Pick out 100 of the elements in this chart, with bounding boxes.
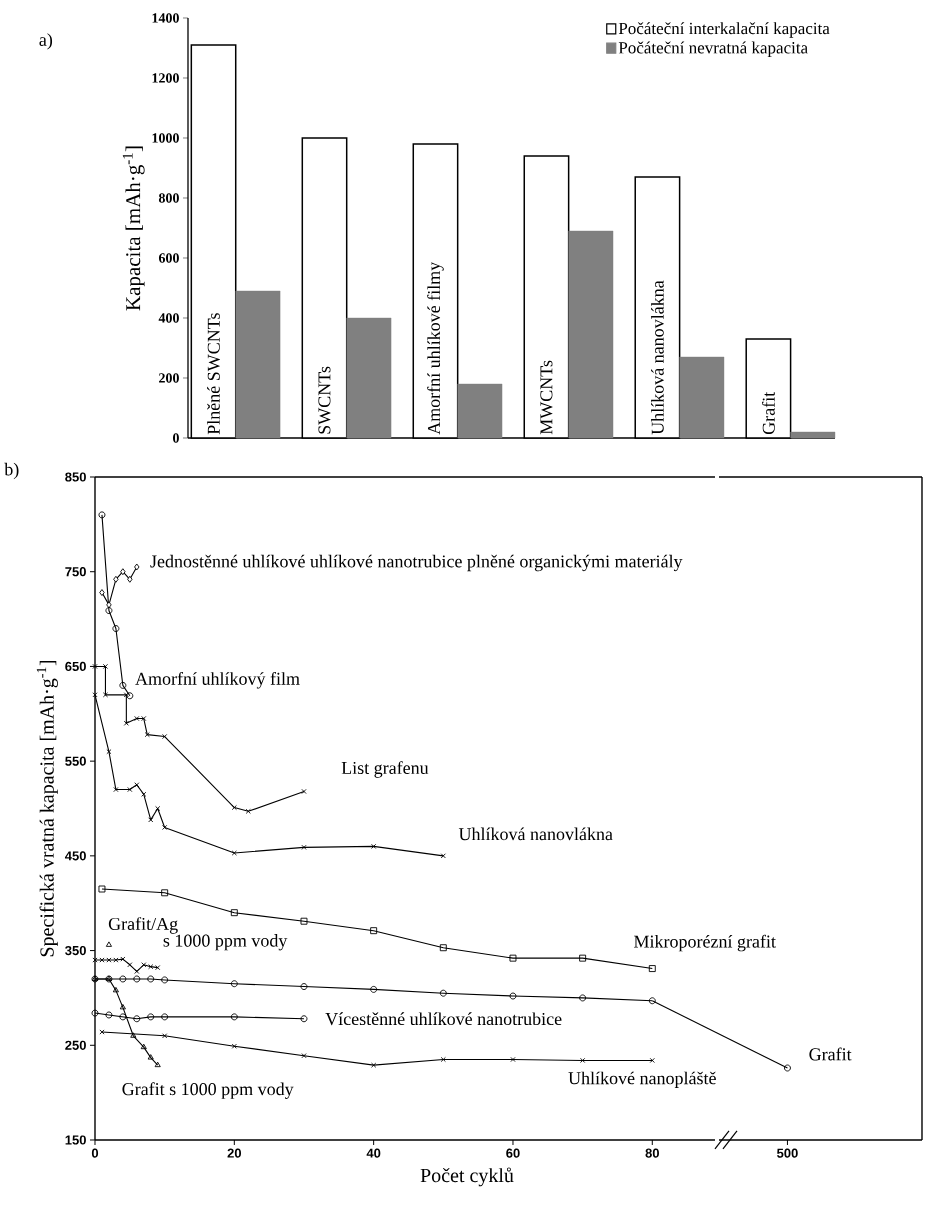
bar: [679, 356, 725, 439]
legend-label: Počáteční interkalační kapacita: [618, 22, 830, 38]
point: [120, 568, 126, 576]
point: [102, 692, 109, 698]
x-tick-label: 20: [227, 1148, 242, 1158]
point: [127, 962, 133, 968]
y-tick-label: 550: [65, 756, 86, 766]
x-tick-label: Plněné SWCNTs: [207, 313, 220, 435]
y-tick-label: 450: [64, 851, 86, 861]
point: [127, 575, 133, 583]
point: [119, 681, 127, 689]
point: [98, 511, 106, 519]
point: [113, 786, 119, 793]
x-tick-label: 500: [777, 1148, 798, 1158]
y-axis-title: Specifická vratná kapacita [mAh·g$^{-1}$]: [36, 660, 58, 957]
point: [439, 944, 447, 952]
point: [649, 1057, 655, 1064]
point: [91, 1009, 99, 1017]
point: [231, 850, 237, 856]
y-tick-label: 350: [65, 945, 86, 956]
text: a): [39, 33, 53, 50]
point: [119, 975, 127, 983]
point: [99, 589, 105, 597]
point: [92, 663, 98, 669]
series-label: Uhlíkové nanopláště: [568, 1071, 716, 1088]
point: [440, 853, 446, 859]
legend-label: Počáteční nevratná kapacita: [618, 41, 808, 57]
point: [648, 997, 656, 1005]
point: [134, 968, 140, 974]
point: [510, 1056, 516, 1063]
x-tick-label: 40: [366, 1148, 381, 1158]
y-tick-label: 800: [158, 193, 179, 203]
point: [370, 985, 378, 993]
point: [648, 965, 656, 973]
x-tick-label: Amorfní uhlíkové filmy: [427, 261, 444, 435]
point: [230, 980, 238, 988]
point: [106, 749, 112, 755]
point: [98, 885, 106, 893]
y-tick-label: 600: [158, 253, 179, 263]
y-tick-label: 1000: [152, 133, 179, 143]
series-label: Grafit s 1000 ppm vody: [122, 1082, 294, 1099]
y-tick-label: 850: [65, 472, 86, 482]
point: [105, 1011, 113, 1019]
bar: [457, 383, 503, 439]
point: [230, 1013, 238, 1021]
point: [440, 1056, 446, 1063]
series-label: s 1000 ppm vody: [163, 934, 288, 951]
series-label: Uhlíková nanovlákna: [458, 827, 613, 841]
x-axis-title: Počet cyklů: [420, 1167, 514, 1187]
point: [127, 786, 133, 793]
y-tick-label: 750: [65, 567, 86, 577]
y-axis-title: Kapacita [mAh·g$^{-1}$]: [122, 146, 145, 311]
point: [300, 983, 308, 991]
y-tick-label: 400: [158, 313, 179, 323]
point: [133, 975, 141, 983]
point: [147, 1013, 155, 1021]
point: [112, 625, 120, 632]
point: [133, 1015, 141, 1023]
y-tick-label: 650: [65, 661, 86, 672]
point: [92, 692, 98, 698]
point: [579, 994, 587, 1002]
point: [148, 817, 154, 823]
point: [162, 733, 168, 740]
series-label: Grafit: [809, 1047, 852, 1061]
point: [162, 1033, 168, 1039]
series-label: Mikroporézní grafit: [634, 934, 776, 952]
point: [113, 575, 119, 583]
point: [144, 732, 150, 738]
point: [119, 1013, 127, 1021]
x-tick-label: Grafit: [761, 391, 775, 435]
point: [154, 1061, 161, 1068]
point: [161, 1013, 169, 1021]
x-tick-label: 60: [506, 1148, 520, 1158]
point: [371, 1062, 377, 1068]
y-tick-label: 0: [173, 433, 179, 443]
point: [230, 909, 238, 917]
point: [147, 1054, 154, 1060]
y-tick-label: 150: [65, 1135, 86, 1145]
point: [140, 1043, 147, 1050]
series-label: Amorfní uhlíkový film: [135, 672, 300, 689]
point: [161, 976, 169, 984]
chart-title: b): [4, 462, 19, 480]
point: [105, 941, 112, 947]
y-tick-label: 1400: [152, 13, 179, 23]
point: [147, 975, 155, 983]
series-label: Vícestěnné uhlíkové nanotrubice: [325, 1012, 562, 1026]
series-label: Grafit/Ag: [108, 917, 178, 934]
point: [231, 804, 237, 811]
point: [105, 607, 113, 614]
point: [439, 989, 447, 997]
y-tick-label: 250: [65, 1040, 86, 1050]
point: [123, 720, 129, 726]
point: [119, 1003, 126, 1010]
point: [509, 954, 517, 962]
y-tick-label: 200: [159, 373, 179, 383]
point: [509, 992, 517, 1000]
x-tick-label: SWCNTs: [318, 366, 331, 434]
x-tick-label: MWCNTs: [540, 360, 553, 435]
point: [301, 844, 307, 850]
point: [371, 843, 377, 849]
